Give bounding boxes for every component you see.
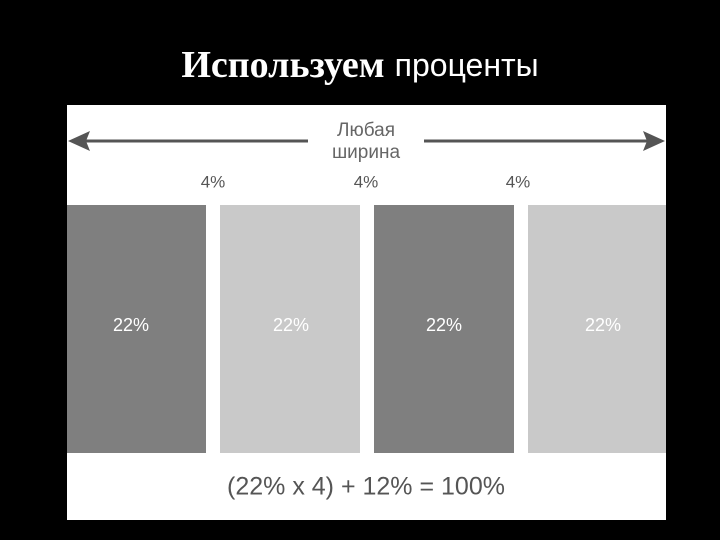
- title-part: Используем: [181, 44, 384, 86]
- gap-label: 4%: [354, 172, 379, 191]
- width-label: ширина: [332, 142, 401, 163]
- gap-label: 4%: [201, 172, 226, 191]
- title-part: проценты: [395, 47, 539, 83]
- column-label: 22%: [585, 315, 621, 335]
- slide-title: Используем проценты: [181, 44, 538, 86]
- column: [374, 205, 514, 453]
- column: [67, 205, 206, 453]
- arrow-head: [68, 131, 90, 151]
- column-label: 22%: [113, 315, 149, 335]
- column-label: 22%: [426, 315, 462, 335]
- width-label: Любая: [337, 120, 395, 141]
- gap-label: 4%: [506, 172, 531, 191]
- column: [220, 205, 360, 453]
- formula: (22% x 4) + 12% = 100%: [227, 473, 505, 501]
- column-label: 22%: [273, 315, 309, 335]
- column: [528, 205, 666, 453]
- arrow-head: [643, 131, 665, 151]
